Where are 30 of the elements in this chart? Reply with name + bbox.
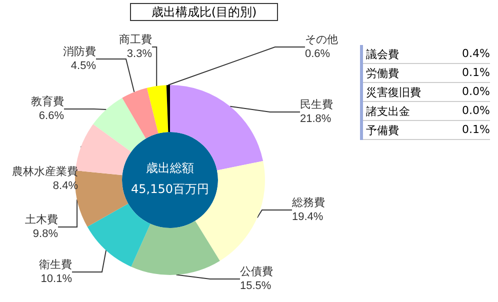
data-label: 3.3% xyxy=(126,48,152,60)
slice-label: 土木費 xyxy=(25,213,58,226)
data-label: 9.8% xyxy=(32,228,58,240)
data-label: 6.6% xyxy=(38,110,64,122)
slice-label: 商工費 xyxy=(119,33,152,46)
slice-label: 消防費 xyxy=(63,45,96,58)
chart-title: 歳出構成比(目的別) xyxy=(130,3,278,21)
text: 諸支出金 xyxy=(366,104,410,119)
text: 予備費 xyxy=(366,123,399,138)
text: 0.1% xyxy=(462,66,490,81)
slice-label: 民生費 xyxy=(300,98,333,111)
data-label: 0.6% xyxy=(305,48,330,60)
slice-label: 公債費 xyxy=(240,265,273,278)
text: 災害復旧費 xyxy=(366,85,421,100)
data-label: 10.1% xyxy=(40,273,72,285)
slice-label: その他 xyxy=(305,34,338,46)
text: 0.4% xyxy=(462,47,490,62)
data-label: 4.5% xyxy=(70,60,96,72)
text: 0.1% xyxy=(462,123,490,138)
data-label: 19.4% xyxy=(292,211,324,223)
slice-label: 農林水産業費 xyxy=(12,165,78,178)
slice-label: 総務費 xyxy=(291,196,325,209)
text: 0.0% xyxy=(462,85,490,100)
data-label: 15.5% xyxy=(240,280,272,292)
text: 労働費 xyxy=(366,66,399,81)
data-label: 21.8% xyxy=(300,113,332,125)
text: 議会費 xyxy=(366,47,399,62)
text: 0.0% xyxy=(462,104,490,119)
slice-label: 衛生費 xyxy=(39,258,72,271)
slice-label: 教育費 xyxy=(31,95,64,108)
